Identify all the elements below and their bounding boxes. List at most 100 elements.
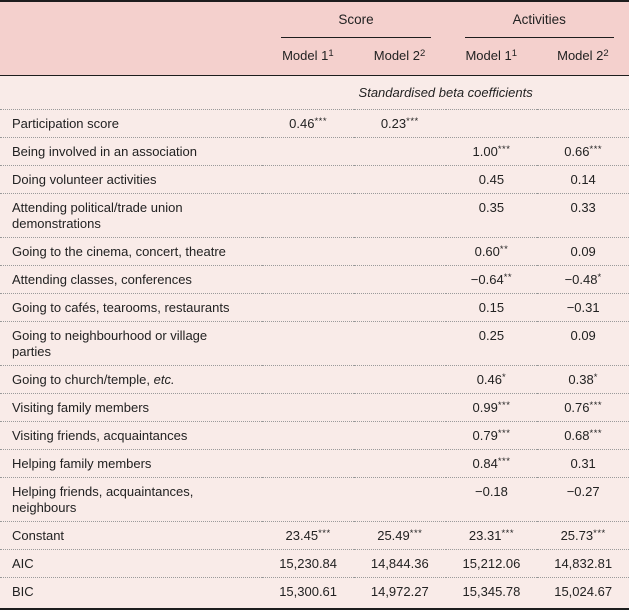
cell-value: 0.46*: [445, 365, 538, 394]
cell-value: [353, 137, 446, 166]
column-group-score: Score: [262, 2, 446, 38]
footnote-marker: 1: [511, 48, 518, 59]
column-group-activities-label: Activities: [464, 12, 614, 38]
cell-value: 1.00***: [445, 137, 538, 166]
cell-value: 15,345.78: [462, 583, 521, 599]
cell-value: 0.45: [445, 165, 538, 194]
model-header-label: Model 1: [465, 48, 512, 63]
cell-value: 0.66***: [537, 137, 629, 166]
significance-stars: ***: [501, 527, 515, 539]
cell-value: −0.31: [537, 293, 629, 322]
empty-cell: [0, 75, 263, 110]
model-header-label: Model 1: [282, 48, 329, 63]
row-label: Constant: [0, 521, 263, 550]
cell-value: [353, 477, 446, 522]
cell-value: 0.09: [537, 321, 629, 366]
cell-value: 0.46***: [262, 109, 354, 138]
row-label: Going to the cinema, concert, theatre: [0, 237, 263, 266]
significance-stars: **: [503, 271, 513, 283]
cell-value: [262, 421, 354, 450]
cell-value: [353, 365, 446, 394]
table-row: Attending classes, conferences −0.64** −0.…: [0, 265, 629, 294]
row-label: Helping family members: [0, 449, 263, 478]
cell-value: [262, 393, 354, 422]
cell-value: −0.64**: [445, 265, 538, 294]
row-label: BIC: [12, 583, 34, 599]
footnote-marker: 2: [420, 48, 426, 59]
cell-value: [353, 321, 446, 366]
cell-value: −0.27: [537, 477, 629, 522]
cell-value: 0.60**: [445, 237, 538, 266]
row-label: AIC: [0, 549, 263, 578]
model-header-score-2: Model 22: [353, 38, 446, 76]
significance-stars: ***: [497, 143, 511, 155]
cell-value: 14,832.81: [537, 549, 629, 578]
cell-value: 0.25: [445, 321, 538, 366]
significance-stars: ***: [318, 527, 331, 539]
table-row: Helping family members 0.84*** 0.31: [0, 449, 629, 478]
model-header-activities-1: Model 11: [445, 38, 538, 76]
cell-value: [353, 421, 446, 450]
model-header-score-1: Model 11: [262, 38, 354, 76]
table-row: Doing volunteer activities 0.45 0.14: [0, 165, 629, 194]
row-label: Visiting family members: [0, 393, 263, 422]
cell-value: [353, 237, 446, 266]
empty-corner-cell: [0, 2, 263, 38]
cell-value: 0.99***: [445, 393, 538, 422]
table-row: Attending political/trade union demonstr…: [0, 193, 629, 238]
subheader-beta-coefficients: Standardised beta coefficients: [262, 75, 629, 110]
row-label: Helping friends, acquaintances, neighbou…: [0, 477, 263, 522]
column-group-activities: Activities: [445, 2, 629, 38]
cell-value: 0.09: [537, 237, 629, 266]
significance-stars: ***: [589, 427, 603, 439]
significance-stars: ***: [497, 455, 511, 467]
table-row: Going to cafés, tearooms, restaurants 0.1…: [0, 293, 629, 322]
table-row: BIC 15,300.61 14,972.27 15,345.78 15,024.67: [0, 578, 629, 608]
cell-value: −0.48*: [537, 265, 629, 294]
column-group-score-label: Score: [281, 12, 431, 38]
table-row: Visiting family members 0.99*** 0.76***: [0, 393, 629, 422]
table-row: Participation score 0.46*** 0.23***: [0, 109, 629, 138]
column-group-row: Score Activities: [0, 2, 629, 38]
model-header-label: Model 2: [373, 48, 421, 63]
cell-value: 0.23***: [353, 109, 446, 138]
significance-stars: ***: [589, 399, 603, 411]
significance-stars: ***: [409, 527, 423, 539]
cell-value: [262, 237, 354, 266]
table-row: Being involved in an association 1.00*** 0…: [0, 137, 629, 166]
row-label: Doing volunteer activities: [0, 165, 263, 194]
row-label: Attending classes, conferences: [0, 265, 263, 294]
cell-value: 25.73***: [537, 521, 629, 550]
row-label-italic: etc.: [153, 371, 175, 387]
table-row: Constant 23.45*** 25.49*** 23.31*** 25.73***: [0, 521, 629, 550]
cell-value: −0.18: [445, 477, 538, 522]
model-header-label: Model 2: [557, 48, 604, 63]
cell-value: [262, 193, 354, 238]
table-row: Going to church/temple, etc. 0.46* 0.38*: [0, 365, 629, 394]
cell-value: [445, 109, 538, 138]
cell-value: [537, 109, 629, 138]
significance-stars: ***: [406, 115, 419, 127]
cell-value: [262, 321, 354, 366]
cell-value: 0.33: [537, 193, 629, 238]
cell-value: 23.45***: [262, 521, 354, 550]
cell-value: [262, 293, 354, 322]
cell-value: 15,230.84: [262, 549, 354, 578]
row-label: Visiting friends, acquaintances: [0, 421, 263, 450]
cell-value: [353, 449, 446, 478]
cell-value: 0.84***: [445, 449, 538, 478]
cell-value: 14,844.36: [353, 549, 446, 578]
significance-stars: *: [502, 371, 507, 383]
empty-label-header: [0, 38, 263, 76]
cell-value: 15,024.67: [554, 583, 613, 599]
cell-value: 23.31***: [445, 521, 538, 550]
cell-value: 0.38*: [537, 365, 629, 394]
cell-value: [262, 365, 354, 394]
cell-value: 0.68***: [537, 421, 629, 450]
cell-value: [262, 137, 354, 166]
cell-value: 0.35: [445, 193, 538, 238]
table-row: Going to the cinema, concert, theatre 0.6…: [0, 237, 629, 266]
table-row: Helping friends, acquaintances, neighbou…: [0, 477, 629, 522]
row-label: Participation score: [0, 109, 263, 138]
